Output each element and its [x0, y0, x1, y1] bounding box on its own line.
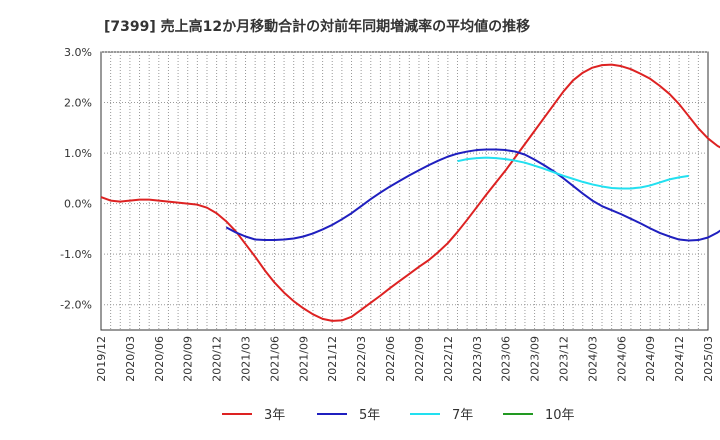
x-tick-label: 2022/03 [355, 336, 368, 382]
x-tick-label: 2019/12 [95, 336, 108, 382]
x-tick-label: 2021/09 [297, 336, 310, 382]
x-tick-label: 2020/06 [153, 336, 166, 382]
x-tick-label: 2024/09 [644, 336, 657, 382]
x-tick-label: 2022/06 [384, 336, 397, 382]
legend-label: 3年 [264, 408, 285, 423]
x-tick-label: 2020/12 [211, 336, 224, 382]
y-tick-label: -1.0% [60, 248, 92, 261]
x-tick-label: 2023/09 [529, 336, 542, 382]
x-tick-label: 2021/06 [268, 336, 281, 382]
x-tick-label: 2022/09 [413, 336, 426, 382]
y-tick-label: 3.0% [64, 46, 92, 59]
legend: 3年 5年 7年 10年 [222, 408, 575, 423]
x-tick-label: 2021/03 [240, 336, 253, 382]
y-tick-label: 2.0% [64, 97, 92, 110]
y-tick-label: 1.0% [64, 147, 92, 160]
y-tick-label: -2.0% [60, 299, 92, 312]
x-axis: 2019/12 2020/03 2020/06 2020/09 2020/12 2021/… [95, 336, 715, 382]
x-tick-label: 2024/12 [673, 336, 686, 382]
x-tick-label: 2022/12 [442, 336, 455, 382]
legend-label: 7年 [452, 408, 473, 423]
x-tick-label: 2023/06 [500, 336, 513, 382]
x-tick-label: 2024/03 [586, 336, 599, 382]
legend-label: 5年 [359, 408, 380, 423]
plot-area [100, 51, 709, 331]
y-axis: 3.0% 2.0% 1.0% 0.0% -1.0% -2.0% [60, 46, 92, 312]
legend-item: 10年 [503, 408, 575, 423]
x-tick-label: 2023/03 [471, 336, 484, 382]
legend-label: 10年 [545, 408, 575, 423]
series-line-5年 [225, 148, 720, 242]
legend-item: 5年 [317, 408, 380, 423]
x-tick-label: 2025/03 [702, 336, 715, 382]
legend-item: 7年 [410, 408, 473, 423]
series-line-3年 [100, 63, 720, 322]
x-tick-label: 2020/03 [124, 336, 137, 382]
series-layer [100, 63, 720, 322]
legend-item: 3年 [222, 408, 285, 423]
y-tick-label: 0.0% [64, 198, 92, 211]
x-tick-label: 2021/12 [326, 336, 339, 382]
x-tick-label: 2024/06 [615, 336, 628, 382]
x-tick-label: 2020/09 [182, 336, 195, 382]
series-line-7年 [457, 156, 689, 190]
x-tick-label: 2023/12 [557, 336, 570, 382]
chart-title: [7399] 売上高12か月移動合計の対前年同期増減率の平均値の推移 [104, 18, 530, 35]
